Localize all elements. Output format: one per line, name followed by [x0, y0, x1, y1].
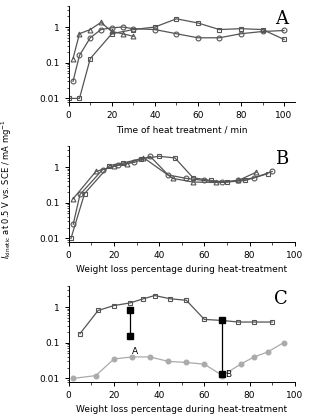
Text: B: B — [225, 370, 231, 379]
Text: A: A — [275, 10, 288, 29]
X-axis label: Weight loss percentage during heat-treatment: Weight loss percentage during heat-treat… — [76, 265, 287, 274]
Text: $I_{\rm kinetic}$ at 0.5 V vs. SCE / mA mg$^{-1}$: $I_{\rm kinetic}$ at 0.5 V vs. SCE / mA … — [0, 119, 15, 259]
X-axis label: Time of heat treatment / min: Time of heat treatment / min — [116, 126, 248, 134]
Text: B: B — [275, 150, 288, 168]
Text: A: A — [132, 347, 138, 357]
Text: C: C — [274, 290, 288, 308]
X-axis label: Weight loss percentage during heat-treatment: Weight loss percentage during heat-treat… — [76, 405, 287, 415]
